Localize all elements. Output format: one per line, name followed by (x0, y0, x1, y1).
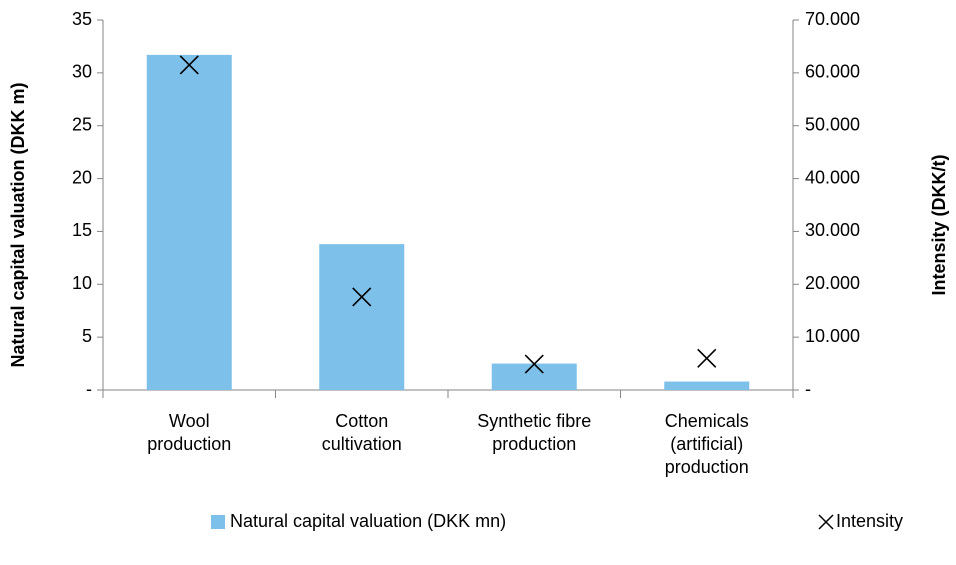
y2-tick-label: 60.000 (805, 62, 860, 82)
y2-tick-label: 40.000 (805, 167, 860, 187)
x-tick-label: Chemicals (artificial) production (664, 411, 749, 477)
y2-tick-label: - (805, 379, 811, 399)
y2-tick-label: 70.000 (805, 9, 860, 29)
bar (146, 54, 232, 391)
y-tick-label: - (86, 379, 92, 399)
y-tick-label: 30 (72, 62, 92, 82)
x-tick-label: Cotton cultivation (321, 411, 402, 454)
marker (179, 55, 199, 75)
y-tick-label: 15 (72, 220, 92, 240)
y-tick-label: 35 (72, 9, 92, 29)
bar (319, 244, 405, 390)
legend-swatch (211, 515, 225, 529)
y-tick-label: 5 (82, 326, 92, 346)
bar (664, 381, 750, 390)
marker (352, 287, 372, 307)
marker (697, 348, 717, 368)
x-tick-label: Wool production (147, 411, 232, 454)
legend-label: Natural capital valuation (DKK mn) (230, 511, 506, 531)
y2-tick-label: 30.000 (805, 220, 860, 240)
y-tick-label: 25 (72, 114, 92, 134)
marker (524, 354, 544, 374)
y2-tick-label: 10.000 (805, 326, 860, 346)
y-axis-title: Natural capital valuation (DKK m) (8, 82, 28, 367)
y-tick-label: 20 (72, 167, 92, 187)
x-tick-label: Synthetic fibre production (477, 411, 592, 454)
bar (491, 363, 577, 390)
y2-tick-label: 20.000 (805, 273, 860, 293)
y2-tick-label: 50.000 (805, 114, 860, 134)
legend-marker (818, 514, 834, 530)
legend-label: Intensity (836, 511, 903, 531)
y-tick-label: 10 (72, 273, 92, 293)
y2-axis-title: Intensity (DKK/t) (929, 155, 949, 296)
